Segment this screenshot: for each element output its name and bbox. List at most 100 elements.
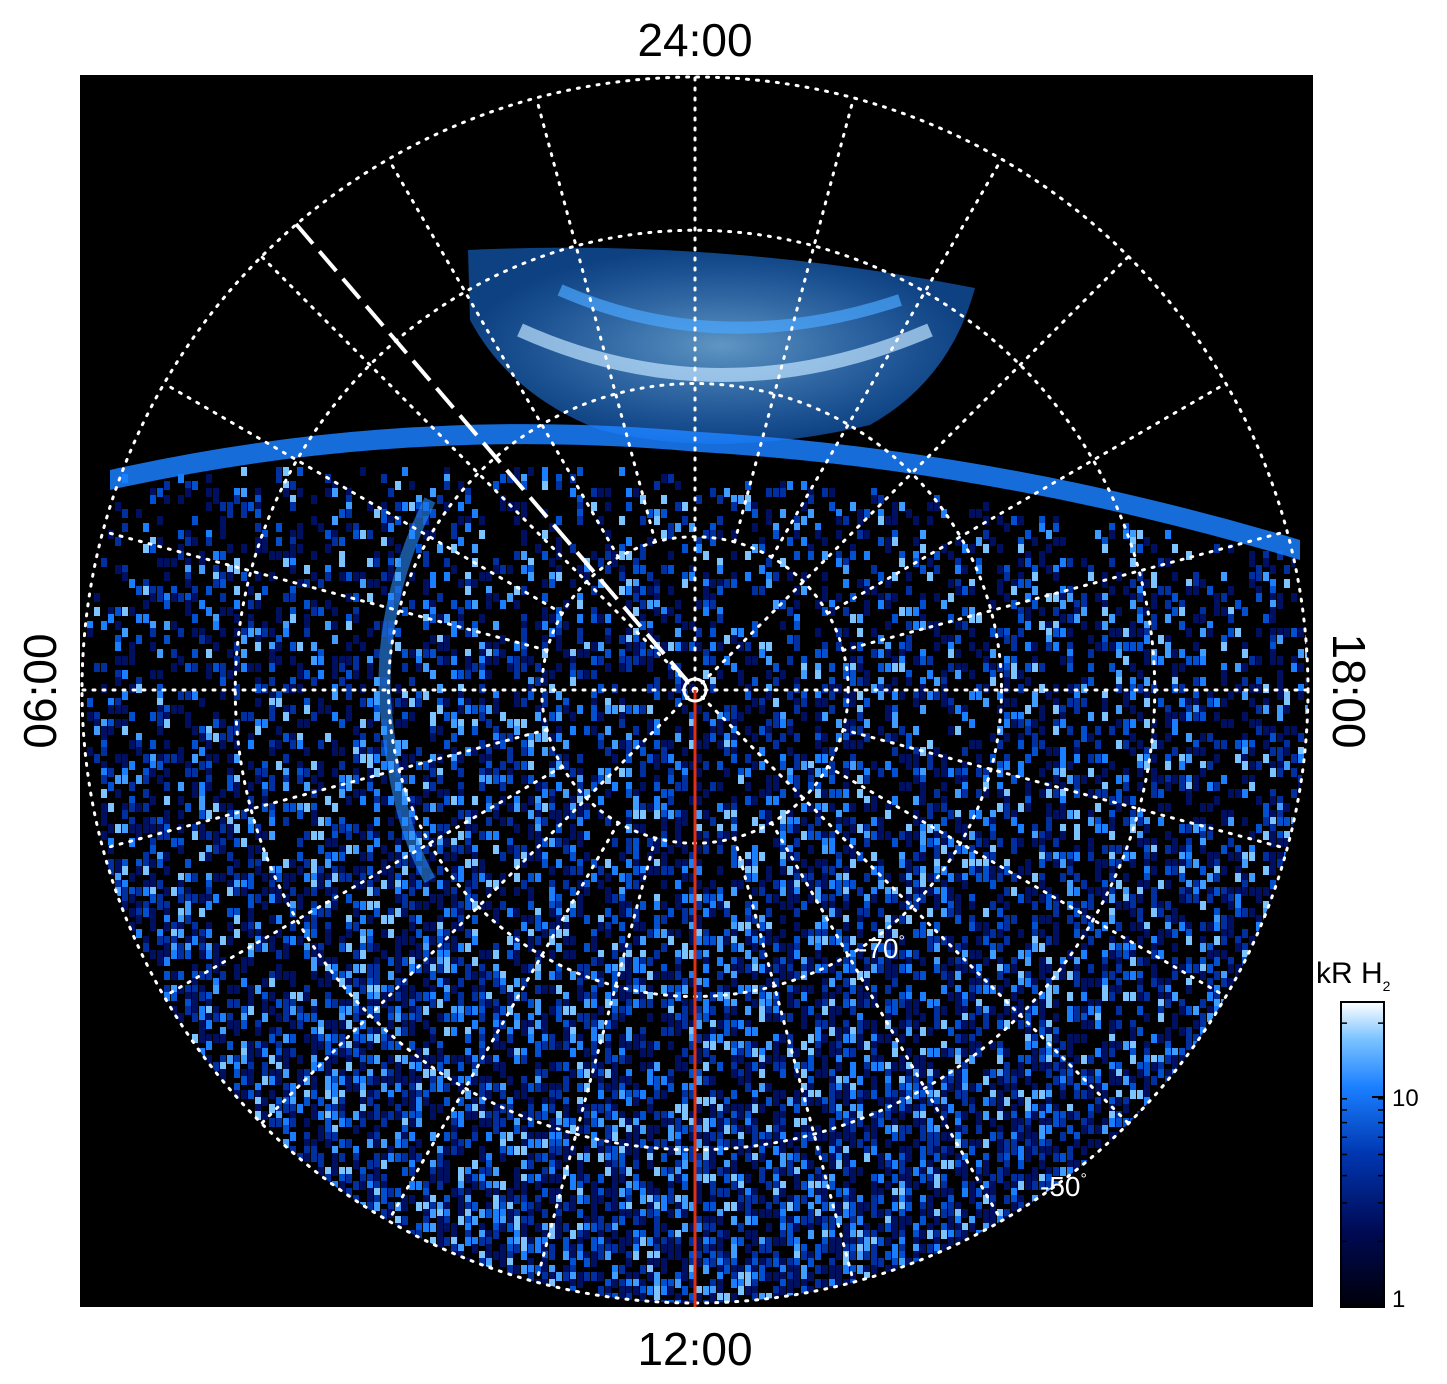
emission-pixel (332, 516, 338, 525)
emission-pixel (1144, 719, 1150, 728)
emission-pixel (1165, 803, 1171, 812)
emission-pixel (1137, 754, 1143, 763)
emission-pixel (1207, 698, 1213, 707)
emission-pixel (87, 747, 93, 756)
emission-pixel (1130, 901, 1136, 910)
emission-pixel (479, 999, 485, 1008)
emission-pixel (472, 866, 478, 875)
emission-pixel (815, 782, 821, 791)
emission-pixel (360, 530, 366, 539)
emission-pixel (1263, 740, 1269, 749)
emission-pixel (493, 698, 499, 707)
emission-pixel (598, 971, 604, 980)
emission-pixel (668, 929, 674, 938)
emission-pixel (997, 929, 1003, 938)
emission-pixel (1102, 845, 1108, 854)
emission-pixel (143, 852, 149, 861)
emission-pixel (1081, 1013, 1087, 1022)
emission-pixel (1039, 943, 1045, 952)
emission-pixel (941, 754, 947, 763)
emission-pixel (1179, 775, 1185, 784)
emission-pixel (192, 768, 198, 777)
emission-pixel (1249, 845, 1255, 854)
emission-pixel (108, 607, 114, 616)
emission-pixel (731, 845, 737, 854)
emission-pixel (661, 565, 667, 574)
emission-pixel (934, 677, 940, 686)
emission-pixel (318, 523, 324, 532)
emission-pixel (871, 495, 877, 504)
emission-pixel (794, 586, 800, 595)
emission-pixel (269, 978, 275, 987)
emission-pixel (717, 824, 723, 833)
emission-pixel (577, 803, 583, 812)
emission-pixel (178, 544, 184, 553)
emission-pixel (521, 509, 527, 518)
emission-pixel (416, 761, 422, 770)
emission-pixel (780, 929, 786, 938)
emission-pixel (745, 754, 751, 763)
emission-pixel (577, 901, 583, 910)
emission-pixel (787, 726, 793, 735)
emission-pixel (1165, 614, 1171, 623)
emission-pixel (892, 950, 898, 959)
emission-pixel (185, 803, 191, 812)
emission-pixel (458, 670, 464, 679)
emission-pixel (1137, 978, 1143, 987)
emission-pixel (129, 796, 135, 805)
emission-pixel (1193, 642, 1199, 651)
emission-pixel (192, 649, 198, 658)
emission-pixel (815, 922, 821, 931)
emission-pixel (1158, 978, 1164, 987)
emission-pixel (815, 726, 821, 735)
emission-pixel (528, 1013, 534, 1022)
emission-pixel (689, 971, 695, 980)
emission-pixel (423, 586, 429, 595)
emission-pixel (1025, 782, 1031, 791)
emission-pixel (556, 635, 562, 644)
emission-pixel (1095, 789, 1101, 798)
emission-pixel (325, 544, 331, 553)
emission-pixel (1270, 761, 1276, 770)
emission-pixel (892, 978, 898, 987)
emission-pixel (150, 754, 156, 763)
emission-pixel (1053, 565, 1059, 574)
emission-pixel (857, 579, 863, 588)
emission-pixel (717, 740, 723, 749)
emission-pixel (990, 649, 996, 658)
emission-pixel (248, 922, 254, 931)
emission-pixel (1067, 586, 1073, 595)
emission-pixel (955, 999, 961, 1008)
emission-pixel (360, 733, 366, 742)
emission-pixel (423, 761, 429, 770)
emission-pixel (1263, 754, 1269, 763)
emission-pixel (570, 579, 576, 588)
emission-pixel (577, 894, 583, 903)
emission-pixel (619, 873, 625, 882)
emission-pixel (164, 943, 170, 952)
emission-pixel (269, 817, 275, 826)
emission-pixel (640, 810, 646, 819)
emission-pixel (185, 887, 191, 896)
emission-pixel (1074, 971, 1080, 980)
emission-pixel (1200, 733, 1206, 742)
emission-pixel (948, 551, 954, 560)
emission-pixel (164, 866, 170, 875)
emission-pixel (703, 831, 709, 840)
emission-pixel (535, 705, 541, 714)
emission-pixel (899, 558, 905, 567)
emission-pixel (255, 544, 261, 553)
emission-pixel (311, 922, 317, 931)
emission-pixel (164, 817, 170, 826)
emission-pixel (276, 642, 282, 651)
emission-pixel (423, 789, 429, 798)
emission-pixel (913, 607, 919, 616)
emission-pixel (794, 950, 800, 959)
emission-pixel (185, 530, 191, 539)
emission-pixel (199, 929, 205, 938)
emission-pixel (178, 782, 184, 791)
emission-pixel (794, 551, 800, 560)
emission-pixel (430, 852, 436, 861)
emission-pixel (787, 971, 793, 980)
emission-pixel (129, 761, 135, 770)
